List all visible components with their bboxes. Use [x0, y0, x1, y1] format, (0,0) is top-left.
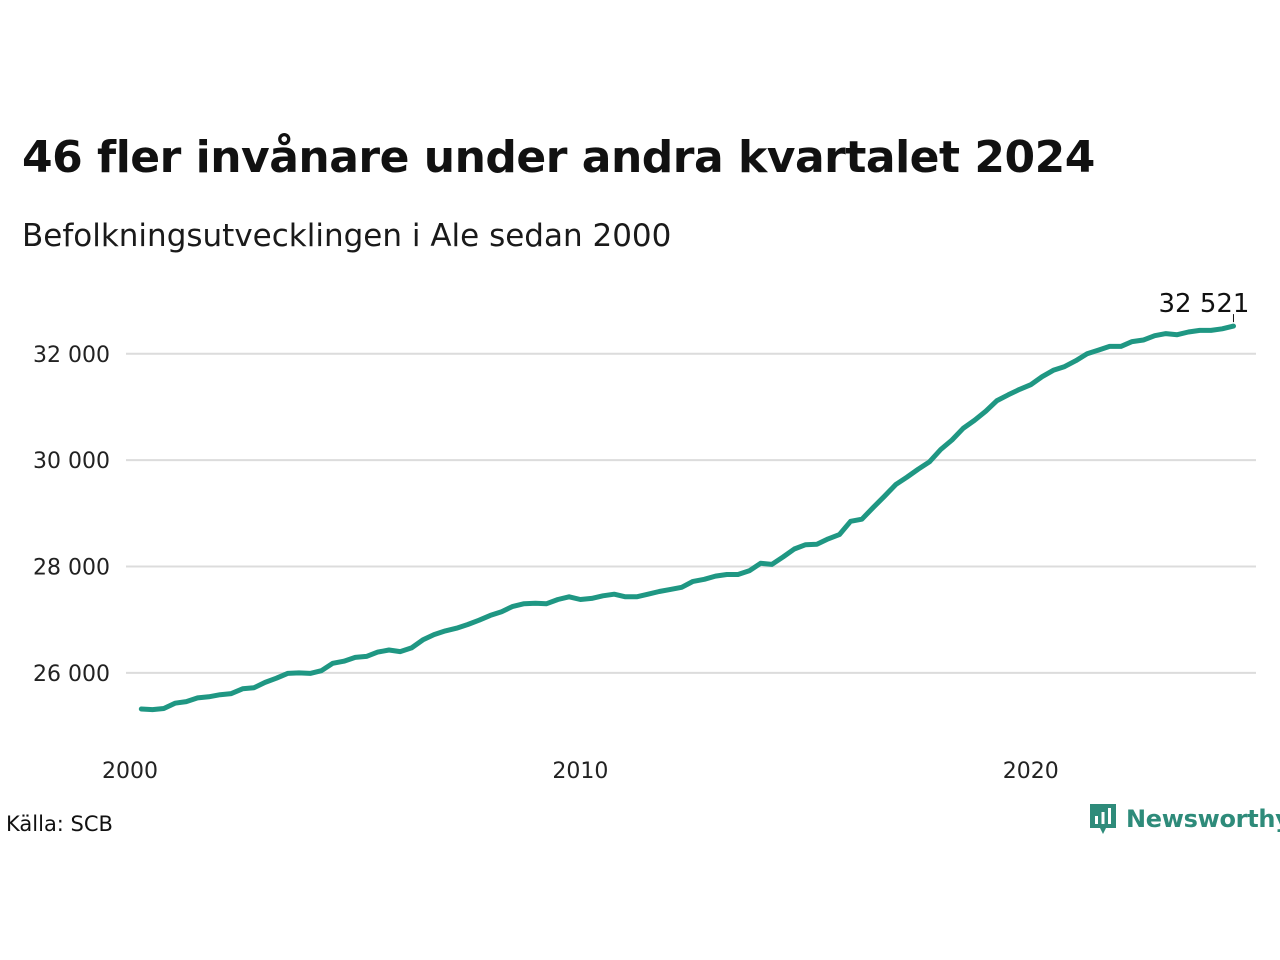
population-series-line [138, 323, 1236, 713]
x-tick-label: 2010 [552, 759, 608, 784]
source-note: Källa: SCB [6, 812, 113, 836]
y-tick-label: 32 000 [33, 343, 110, 368]
x-tick-label: 2020 [1003, 759, 1059, 784]
newsworthy-logo: Newsworthy [1088, 802, 1280, 836]
chart-subtitle: Befolkningsutvecklingen i Ale sedan 2000 [22, 218, 672, 254]
y-tick-label: 26 000 [33, 662, 110, 687]
brand-name: Newsworthy [1126, 805, 1280, 833]
y-tick-label: 28 000 [33, 556, 110, 581]
chart-title: 46 fler invånare under andra kvartalet 2… [22, 132, 1095, 183]
end-value-label: 32 521 [1158, 289, 1249, 319]
y-axis-ticks: 26 000 28 000 30 000 32 000 [33, 343, 110, 687]
grid-lines [126, 352, 1256, 674]
newsworthy-chart-icon [1090, 804, 1116, 834]
y-tick-label: 30 000 [33, 449, 110, 474]
x-axis-ticks: 2000 2010 2020 [102, 759, 1059, 784]
x-tick-label: 2000 [102, 759, 158, 784]
